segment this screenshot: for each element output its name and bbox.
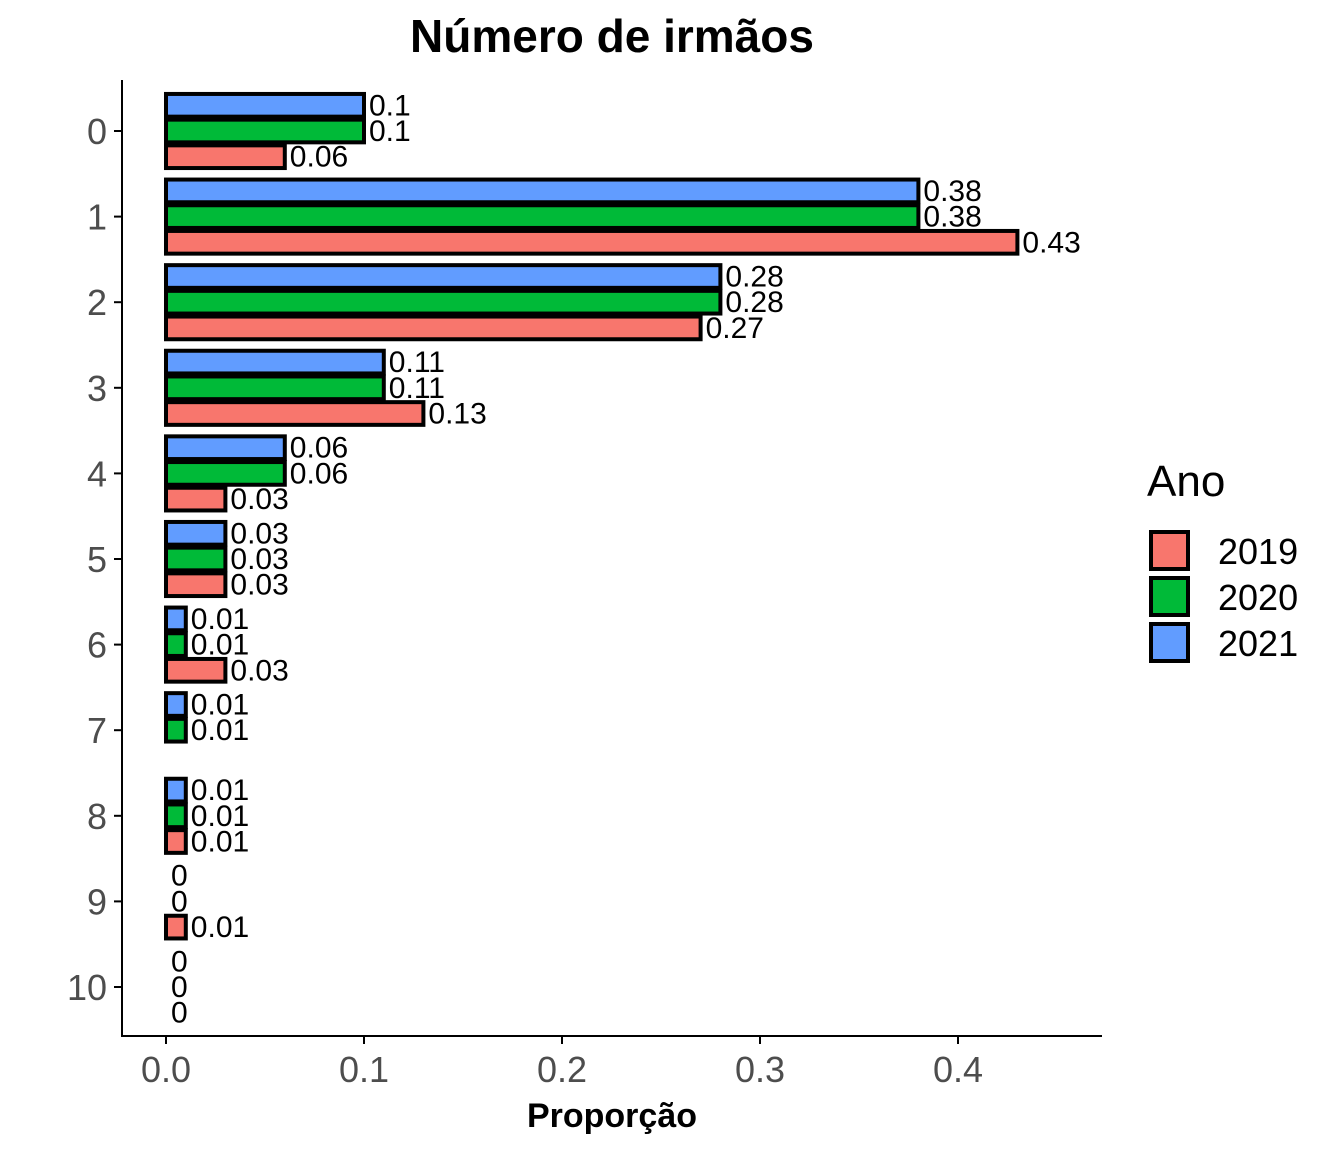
y-tick-label-6: 6 (87, 625, 107, 666)
data-label-2019-9: 0.01 (191, 911, 249, 944)
bar-2019-6 (164, 656, 228, 684)
data-label-2021-7: 0.01 (191, 689, 249, 722)
legend-label-2020: 2020 (1218, 577, 1298, 618)
data-label-2020-3: 0.11 (389, 372, 445, 405)
data-label-2019-5: 0.03 (230, 569, 288, 602)
data-label-2021-0: 0.1 (369, 89, 411, 122)
data-label-2020-5: 0.03 (230, 543, 288, 576)
data-label-2020-10: 0 (171, 971, 188, 1004)
data-label-2020-9: 0 (171, 885, 188, 918)
ticks-layer: 0 1 2 3 4 5 6 7 8 9 10 0.0 0.1 0.2 0.3 0.4 (67, 111, 983, 1090)
legend: Ano 2019 2020 2021 (1147, 457, 1298, 664)
data-label-2020-0: 0.1 (369, 115, 411, 148)
y-tick-label-4: 4 (87, 453, 107, 494)
legend-title: Ano (1147, 457, 1225, 506)
bar-2020-0 (164, 117, 366, 145)
bar-2019-2 (164, 314, 703, 342)
bar-2021-1 (164, 177, 921, 205)
legend-label-2021: 2021 (1218, 623, 1298, 664)
bar-2019-3 (164, 400, 426, 427)
y-tick-label-5: 5 (87, 539, 107, 580)
bar-2020-5 (164, 545, 228, 573)
bar-2021-8 (164, 776, 188, 804)
bar-2021-3 (164, 348, 386, 376)
y-tick-label-2: 2 (87, 282, 107, 323)
data-label-2020-7: 0.01 (191, 714, 249, 747)
bar-2020-3 (164, 374, 386, 402)
legend-key-2020 (1149, 576, 1190, 617)
bar-2020-8 (164, 802, 188, 830)
data-label-2019-10: 0 (171, 997, 188, 1030)
bar-2019-8 (164, 828, 188, 855)
legend-key-2021 (1149, 622, 1190, 663)
bar-2020-1 (164, 203, 921, 230)
x-tick-label-0.1: 0.1 (339, 1049, 389, 1090)
data-label-2021-4: 0.06 (290, 432, 348, 465)
bar-2019-9 (164, 913, 188, 941)
legend-key-2019 (1149, 530, 1190, 571)
data-label-2019-2: 0.27 (706, 312, 764, 345)
bars-layer: 0.10.10.060.380.380.430.280.280.270.110.… (164, 89, 1081, 1030)
data-label-2021-2: 0.28 (725, 261, 783, 294)
chart-title: Número de irmãos (410, 10, 814, 62)
x-tick-label-0.0: 0.0 (141, 1049, 191, 1090)
bar-2021-2 (164, 263, 723, 290)
y-tick-label-1: 1 (87, 197, 107, 238)
y-tick-label-3: 3 (87, 368, 107, 409)
data-label-2020-4: 0.06 (290, 457, 348, 490)
data-label-2019-1: 0.43 (1022, 226, 1080, 259)
bar-2020-6 (164, 631, 188, 658)
bar-2019-0 (164, 143, 287, 171)
x-axis-label: Proporção (527, 1097, 697, 1135)
y-tick-label-7: 7 (87, 710, 107, 751)
data-label-2019-8: 0.01 (191, 826, 249, 859)
data-label-2020-6: 0.01 (191, 629, 249, 662)
bar-2019-5 (164, 571, 228, 599)
data-label-2020-8: 0.01 (191, 800, 249, 833)
bar-2020-2 (164, 288, 723, 316)
bar-2021-6 (164, 605, 188, 633)
y-tick-label-8: 8 (87, 796, 107, 837)
data-label-2021-9: 0 (171, 860, 188, 893)
data-label-2019-0: 0.06 (290, 141, 348, 174)
y-tick-label-0: 0 (87, 111, 107, 152)
bar-2021-4 (164, 434, 287, 462)
bar-2019-4 (164, 485, 228, 513)
bar-2020-7 (164, 716, 188, 744)
bar-2021-0 (164, 91, 366, 119)
data-label-2020-1: 0.38 (923, 201, 981, 234)
x-tick-label-0.4: 0.4 (933, 1049, 983, 1090)
data-label-2021-1: 0.38 (923, 175, 981, 208)
data-label-2019-6: 0.03 (230, 654, 288, 687)
data-label-2021-5: 0.03 (230, 517, 288, 550)
y-tick-label-10: 10 (67, 967, 107, 1008)
data-label-2020-2: 0.28 (725, 286, 783, 319)
bar-2021-7 (164, 691, 188, 718)
data-label-2019-3: 0.13 (428, 398, 486, 431)
data-label-2019-4: 0.03 (230, 483, 288, 516)
bar-2020-4 (164, 460, 287, 487)
data-label-2021-6: 0.01 (191, 603, 249, 636)
data-label-2021-10: 0 (171, 945, 188, 978)
y-tick-label-9: 9 (87, 881, 107, 922)
data-label-2021-3: 0.11 (389, 346, 445, 379)
x-tick-label-0.2: 0.2 (537, 1049, 587, 1090)
x-tick-label-0.3: 0.3 (735, 1049, 785, 1090)
bar-2019-1 (164, 228, 1020, 256)
data-label-2021-8: 0.01 (191, 774, 249, 807)
bar-2021-5 (164, 519, 228, 547)
legend-label-2019: 2019 (1218, 531, 1298, 572)
